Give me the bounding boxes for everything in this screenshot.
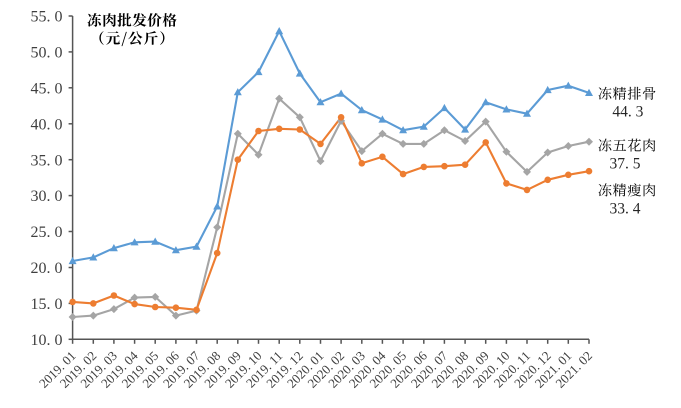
svg-text:15. 0: 15. 0 <box>31 296 63 313</box>
svg-text:50. 0: 50. 0 <box>31 45 63 62</box>
svg-text:25. 0: 25. 0 <box>31 224 63 241</box>
svg-text:40. 0: 40. 0 <box>31 116 63 133</box>
svg-text:35. 0: 35. 0 <box>31 152 63 169</box>
svg-text:33. 4: 33. 4 <box>610 201 641 218</box>
svg-text:10. 0: 10. 0 <box>31 332 63 349</box>
svg-text:20. 0: 20. 0 <box>31 260 63 277</box>
svg-text:55. 0: 55. 0 <box>31 9 63 26</box>
svg-text:45. 0: 45. 0 <box>31 80 63 97</box>
svg-text:37. 5: 37. 5 <box>610 155 641 172</box>
svg-text:30. 0: 30. 0 <box>31 188 63 205</box>
svg-text:44. 3: 44. 3 <box>612 103 643 120</box>
